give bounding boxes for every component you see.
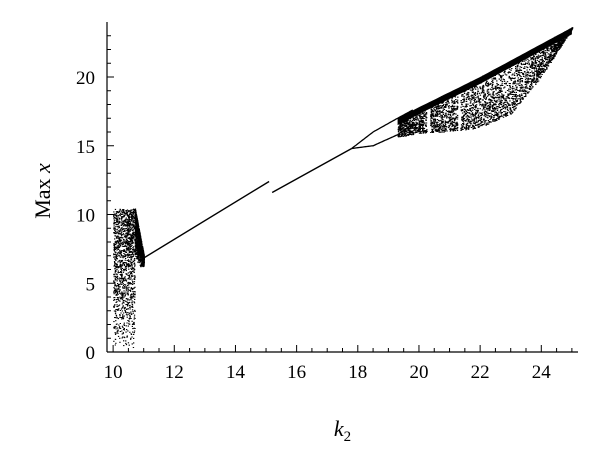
y-ticks: 0 5 10 15 20 [76, 35, 114, 364]
x-tick-label: 22 [471, 362, 490, 383]
y-tick-label: 20 [76, 68, 95, 89]
y-tick-label: 15 [76, 137, 95, 158]
periodic-branch-line [271, 147, 353, 194]
x-tick-label: 12 [165, 362, 184, 383]
x-axis-label: k2 [334, 416, 351, 445]
series-periodic-line [140, 180, 270, 261]
data-layer [113, 27, 574, 349]
chaotic-band-upper-edge [397, 27, 572, 126]
x-ticks: 10 12 14 16 18 20 22 24 [104, 345, 573, 383]
x-axis-label-subscript: 2 [344, 429, 352, 445]
x-tick-label: 18 [348, 362, 367, 383]
y-tick-label: 0 [86, 343, 96, 364]
y-tick-label: 10 [76, 206, 95, 227]
x-tick-label: 24 [532, 362, 552, 383]
series-chaotic-band [113, 208, 136, 349]
y-axis-label-var: x [30, 163, 55, 174]
y-axis-label: Max x [30, 163, 55, 219]
bubble-branch-upper [351, 109, 414, 150]
y-axis-label-main: Max [30, 173, 55, 219]
periodic-branch-line [140, 180, 270, 261]
x-tick-label: 10 [104, 362, 123, 383]
x-axis-label-main: k [334, 416, 345, 441]
series-chaotic-band [397, 27, 574, 138]
x-tick-label: 20 [409, 362, 428, 383]
x-tick-label: 16 [287, 362, 306, 383]
chaotic-band-points [113, 208, 136, 349]
axes: 10 12 14 16 18 20 22 24 0 5 10 15 20 [76, 22, 578, 383]
chaotic-band-points [397, 27, 574, 138]
y-tick-label: 5 [86, 274, 96, 295]
x-tick-label: 14 [226, 362, 246, 383]
series-periodic-line [271, 147, 353, 194]
